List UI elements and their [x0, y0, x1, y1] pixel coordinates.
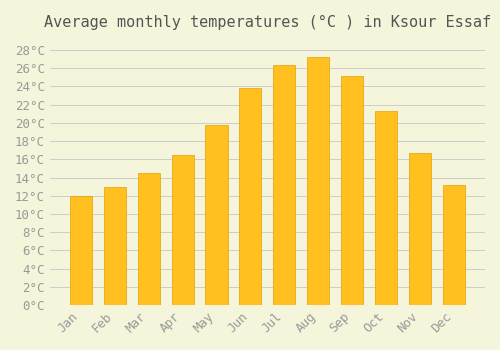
Bar: [274, 65, 295, 305]
Bar: [375, 111, 398, 305]
Bar: [70, 196, 92, 305]
Bar: [104, 187, 126, 305]
Bar: [308, 57, 330, 305]
Bar: [138, 173, 160, 305]
Bar: [206, 125, 228, 305]
Bar: [342, 76, 363, 305]
Bar: [443, 185, 465, 305]
Bar: [409, 153, 432, 305]
Title: Average monthly temperatures (°C ) in Ksour Essaf: Average monthly temperatures (°C ) in Ks…: [44, 15, 491, 30]
Bar: [172, 155, 194, 305]
Bar: [240, 88, 262, 305]
